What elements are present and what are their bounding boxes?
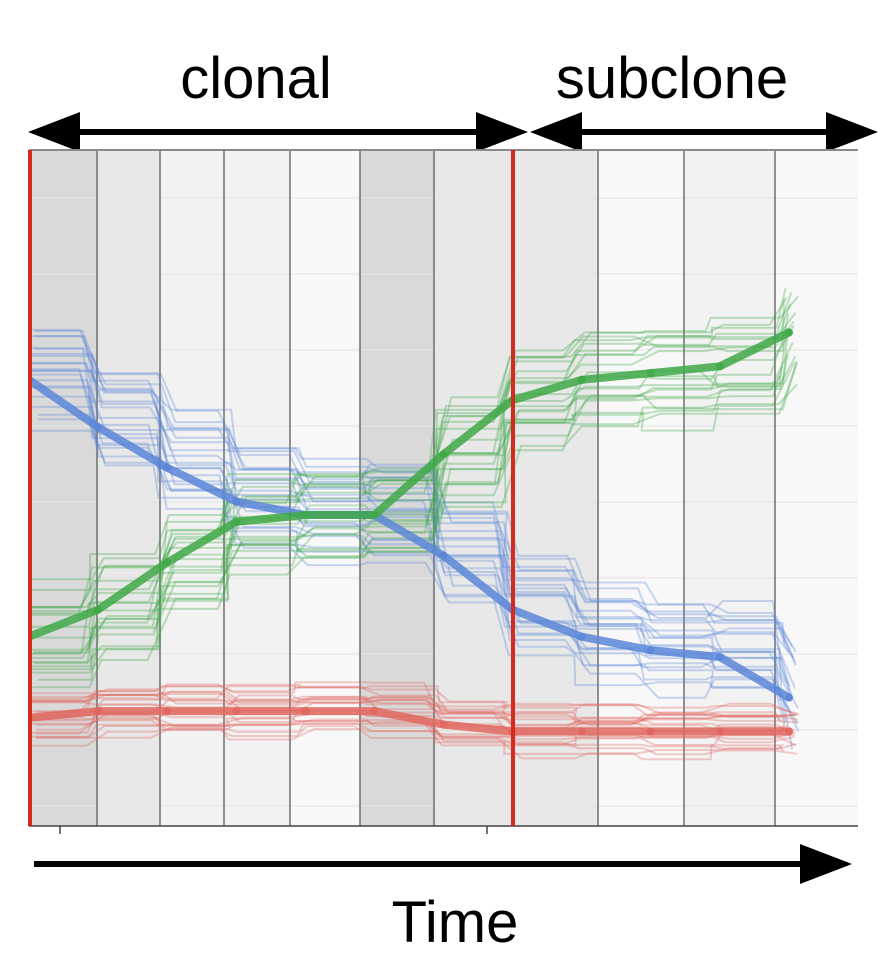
mean-lines: [29, 328, 793, 736]
trace-green: [29, 292, 793, 608]
data-point-green: [232, 517, 241, 526]
data-point-green: [94, 605, 103, 614]
trace-blue: [29, 395, 799, 725]
data-point-green: [784, 328, 793, 337]
trace-blue: [30, 361, 795, 659]
data-point-red: [439, 720, 448, 729]
section-arrows: [28, 112, 878, 884]
trace-red: [35, 691, 781, 726]
data-point-blue: [163, 463, 172, 472]
trace-green: [29, 327, 788, 655]
trace-green: [29, 313, 790, 616]
data-point-green: [439, 450, 448, 459]
trace-blue: [38, 413, 800, 732]
trace-green: [29, 303, 792, 608]
trace-red: [29, 683, 797, 717]
trace-blue: [29, 373, 783, 687]
data-point-red: [163, 707, 172, 716]
x-axis-label: Time: [392, 890, 519, 955]
trace-blue: [29, 352, 797, 663]
trace-green: [33, 325, 795, 654]
trace-green: [29, 354, 789, 651]
series-line-blue: [29, 375, 793, 702]
series-line-red: [29, 707, 793, 736]
clonal-arrow-right-head: [476, 112, 528, 152]
trace-blue: [29, 386, 787, 724]
trace-blue: [32, 328, 782, 662]
data-point-blue: [715, 653, 724, 661]
trace-green: [29, 332, 788, 659]
trace-green: [30, 311, 797, 613]
data-point-blue: [577, 632, 586, 641]
trace-red: [35, 726, 798, 755]
trace-red: [29, 695, 799, 726]
data-point-blue: [232, 497, 241, 506]
data-point-green: [715, 362, 724, 371]
trace-blue: [29, 369, 793, 697]
background-band: [598, 150, 684, 826]
background-band: [684, 150, 775, 826]
trace-red: [34, 696, 788, 730]
data-point-green: [577, 375, 586, 384]
trace-blue: [34, 330, 790, 653]
data-point-blue: [784, 693, 793, 702]
data-point-green: [370, 511, 379, 520]
data-point-red: [646, 727, 655, 736]
trace-blue: [34, 385, 791, 713]
series-line-green: [29, 328, 793, 641]
subclone-section-label: subclone: [556, 46, 788, 111]
data-point-blue: [646, 646, 655, 655]
trace-blue: [31, 369, 790, 687]
data-point-red: [715, 727, 724, 736]
subclone-arrow-left-head: [530, 112, 582, 152]
trace-red: [29, 725, 784, 761]
trace-red: [29, 685, 793, 720]
data-point-red: [94, 707, 103, 716]
data-point-green: [646, 369, 655, 378]
trace-blue: [29, 335, 794, 648]
data-point-red: [577, 727, 586, 736]
trace-green: [29, 375, 782, 671]
data-point-red: [301, 707, 310, 716]
trace-red: [29, 693, 783, 723]
time-arrow-head: [800, 844, 852, 884]
subclone-arrow-right-head: [826, 112, 878, 152]
background-band: [775, 150, 858, 826]
data-point-green: [163, 558, 172, 567]
data-point-blue: [94, 423, 103, 432]
data-point-red: [232, 707, 241, 716]
background-band: [434, 150, 513, 826]
data-point-red: [784, 727, 793, 736]
trace-red: [30, 690, 799, 725]
data-point-red: [370, 707, 379, 716]
clonal-section-label: clonal: [180, 46, 332, 111]
trace-green: [30, 295, 800, 581]
trace-green: [33, 355, 797, 665]
trace-blue: [34, 347, 787, 684]
data-point-green: [301, 511, 310, 520]
trace-red: [29, 683, 799, 715]
data-point-blue: [439, 551, 448, 560]
trace-green: [29, 332, 789, 639]
trace-green: [29, 362, 798, 668]
trace-red: [30, 681, 797, 716]
trace-green: [29, 297, 788, 591]
background-band: [513, 150, 598, 826]
trace-blue: [29, 362, 796, 689]
clonal-arrow-left-head: [28, 112, 80, 152]
plot-area: [28, 149, 858, 834]
trace-red: [35, 722, 796, 756]
trace-blue: [29, 354, 797, 666]
trace-red: [29, 690, 798, 727]
